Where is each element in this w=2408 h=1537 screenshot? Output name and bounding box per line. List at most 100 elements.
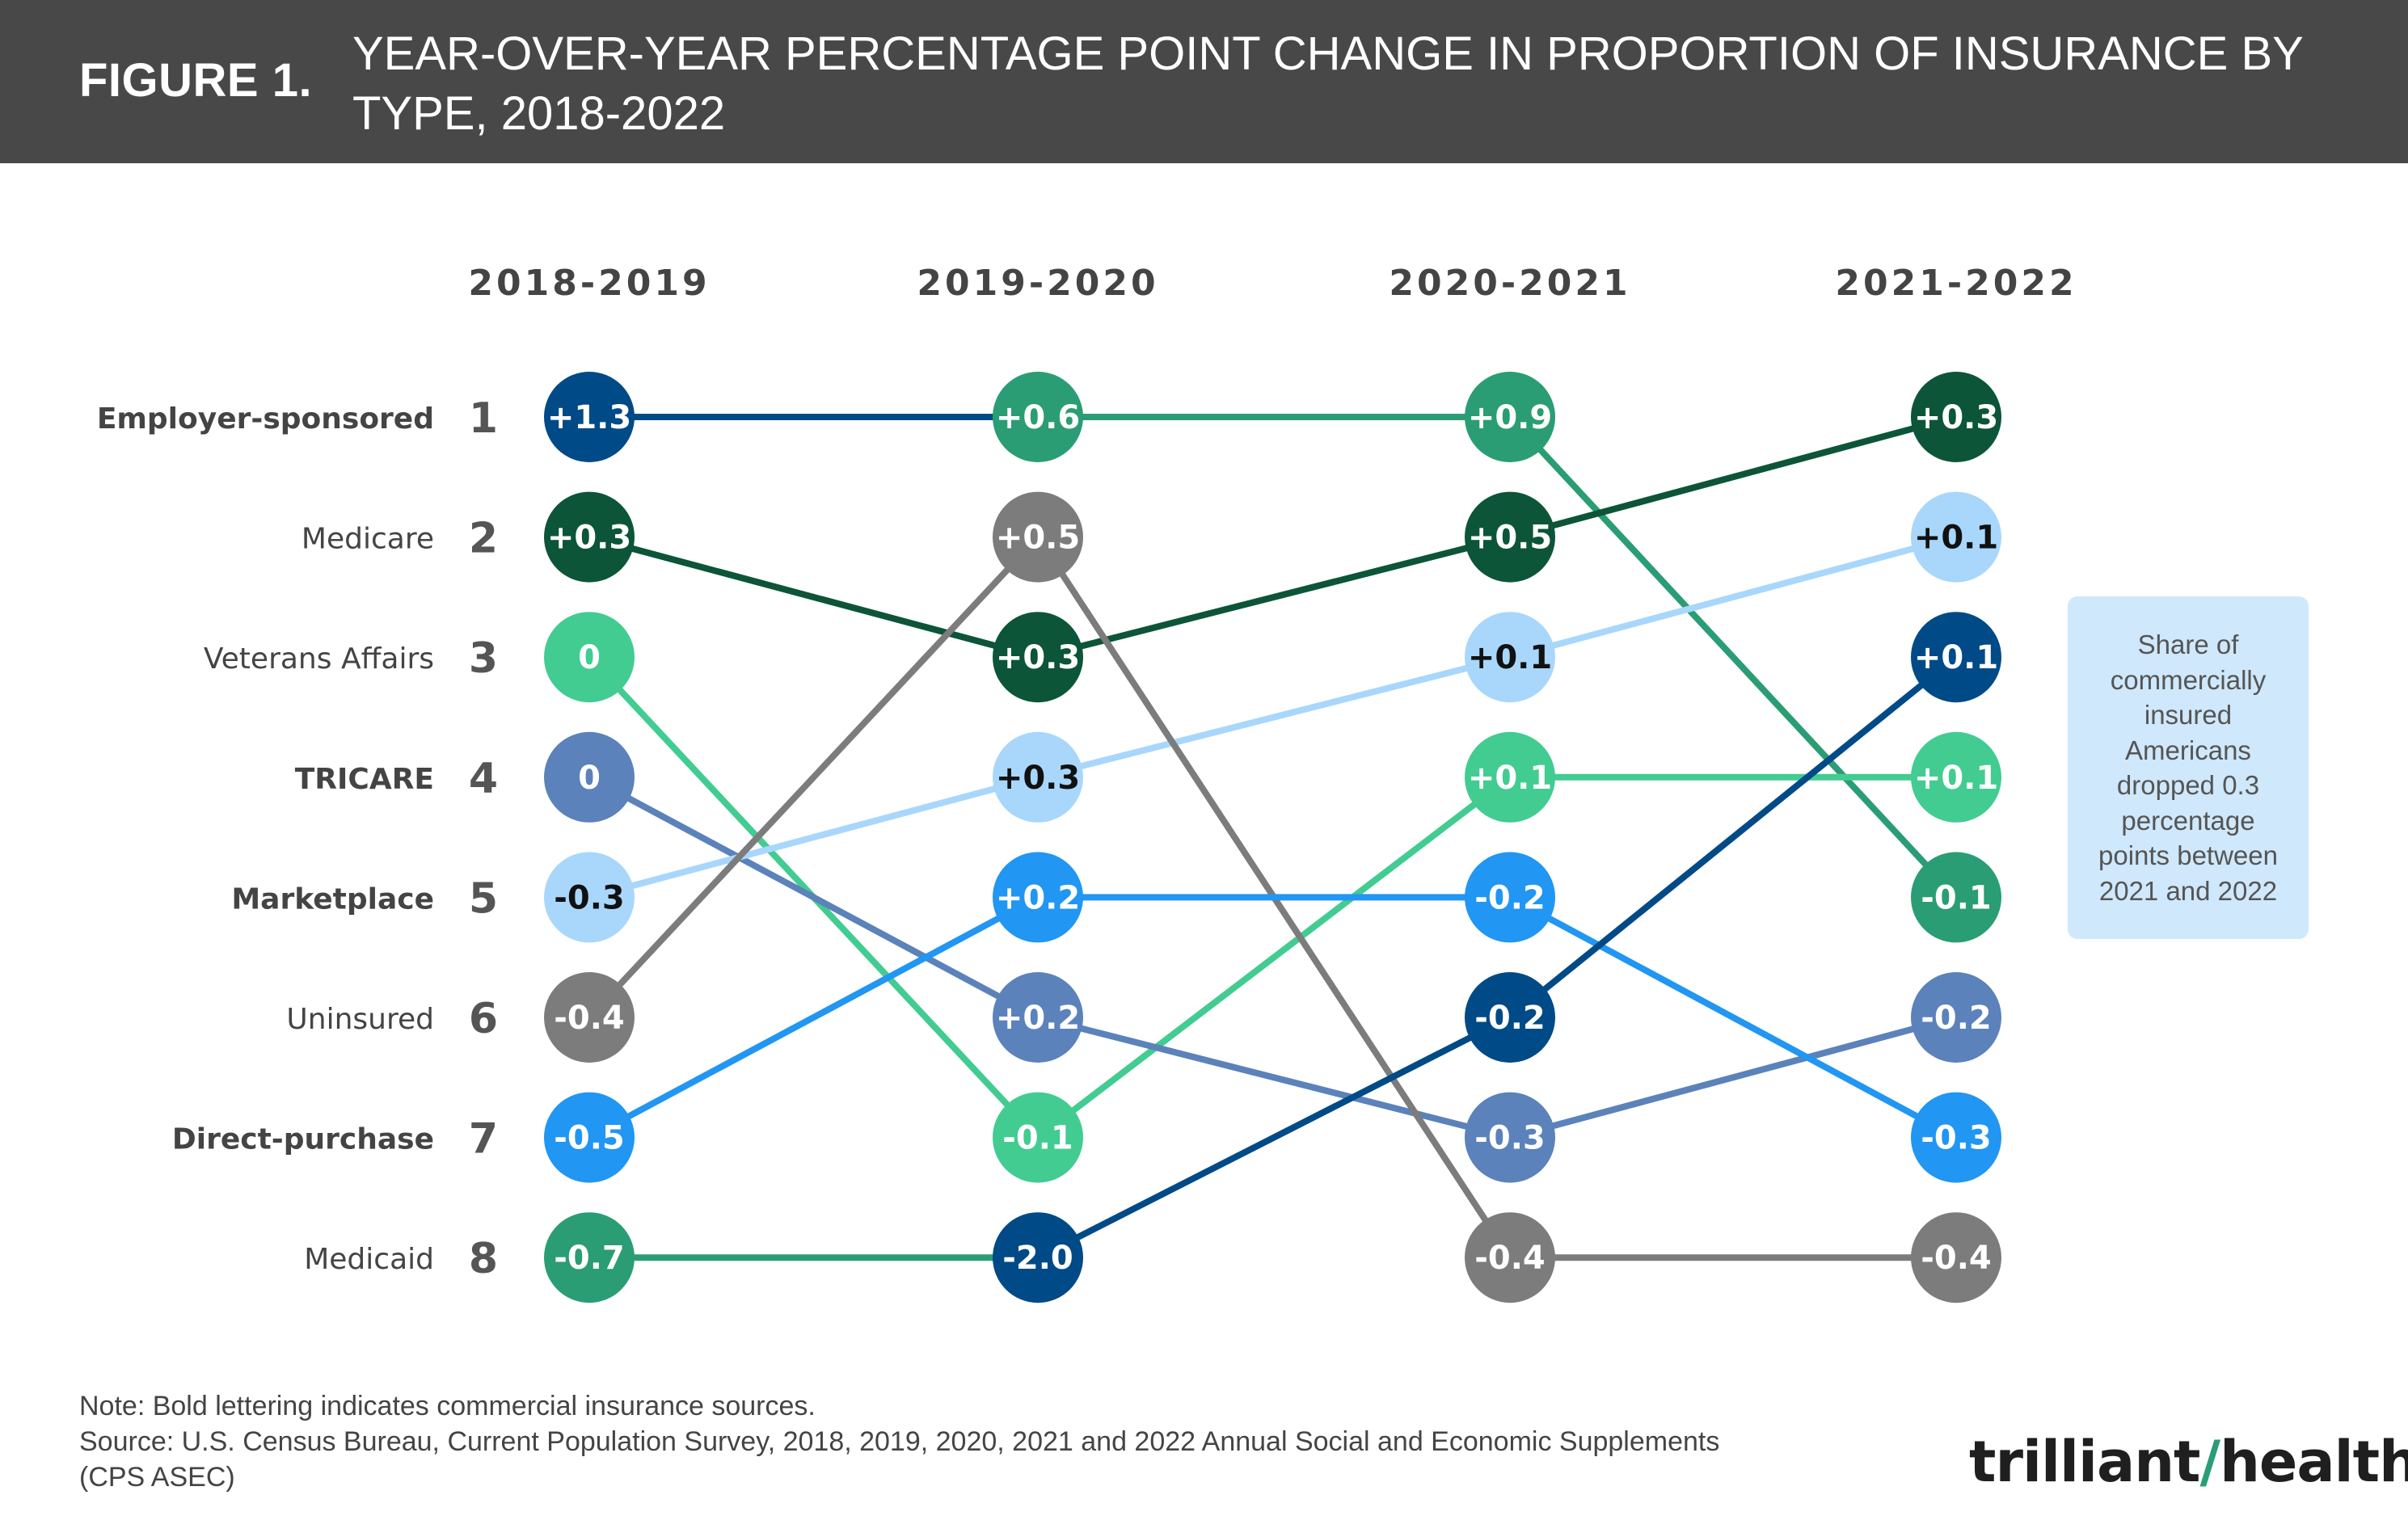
data-point — [1911, 731, 2001, 823]
data-label: +0.5 — [996, 520, 1080, 557]
data-point — [1911, 1092, 2001, 1183]
series-line-segment — [1507, 1014, 1959, 1141]
data-point — [544, 852, 635, 943]
data-point — [1465, 852, 1555, 943]
rank-number: 8 — [469, 1235, 498, 1283]
rank-number: 2 — [469, 515, 498, 563]
series-line-segment — [1507, 533, 1959, 661]
data-label: +0.2 — [996, 1000, 1080, 1037]
data-point — [1465, 372, 1555, 462]
data-label: -0.2 — [1474, 879, 1545, 916]
row-label: TRICARE — [295, 763, 434, 796]
data-point — [993, 1212, 1083, 1303]
row-label: Direct-purchase — [172, 1123, 434, 1156]
data-point — [544, 1212, 635, 1303]
data-point — [1911, 1212, 2001, 1303]
column-header-2018-2019: 2018-2019 — [468, 263, 710, 304]
data-label: +0.1 — [1468, 639, 1552, 676]
data-point — [544, 731, 635, 823]
logo-slash-mark: / — [2199, 1429, 2221, 1495]
data-label: -0.1 — [1921, 879, 1991, 916]
column-header-2020-2021: 2020-2021 — [1389, 263, 1630, 304]
data-label: +0.3 — [996, 639, 1080, 676]
row-label: Employer-sponsored — [97, 402, 434, 436]
row-label: Uninsured — [286, 1003, 434, 1036]
row-label: Veterans Affairs — [204, 642, 434, 676]
data-label: -0.1 — [1002, 1120, 1073, 1157]
data-point — [993, 372, 1083, 462]
data-label: +0.9 — [1468, 399, 1552, 436]
data-point — [1465, 491, 1555, 583]
rank-number: 5 — [469, 874, 498, 923]
rank-number: 1 — [469, 394, 498, 443]
series-line-segment — [586, 533, 1041, 661]
series-line-segment — [1035, 1014, 1513, 1141]
data-label: +0.3 — [1914, 399, 1998, 436]
data-label: 0 — [578, 760, 601, 797]
data-label: -0.3 — [554, 879, 624, 916]
data-point — [544, 972, 635, 1063]
data-point — [993, 972, 1083, 1063]
data-point — [544, 1092, 635, 1183]
data-label: -0.3 — [1474, 1120, 1545, 1157]
data-label: -0.7 — [554, 1240, 624, 1277]
data-label: -0.3 — [1921, 1120, 1991, 1157]
data-point — [1911, 972, 2001, 1063]
footer-notes: Note: Bold lettering indicates commercia… — [79, 1388, 1719, 1495]
row-label: Medicaid — [304, 1243, 434, 1276]
callout-line: 2021 and 2022 — [2098, 875, 2278, 906]
callout-line: commercially — [2110, 664, 2267, 695]
series-line-segment — [1035, 1014, 1513, 1261]
data-label: +0.3 — [996, 760, 1080, 797]
data-point — [1465, 1092, 1555, 1183]
callout-line: dropped 0.3 — [2116, 770, 2260, 800]
data-point — [544, 491, 635, 583]
data-label: +0.5 — [1468, 520, 1552, 557]
data-point — [1465, 1212, 1555, 1303]
data-label: -0.4 — [1921, 1240, 1991, 1277]
series-line-segment — [1507, 894, 1959, 1141]
data-point — [1465, 612, 1555, 703]
bump-chart: 2018-2019 2019-2020 2020-2021 2021-2022 Emp… — [97, 263, 2077, 1303]
callout-line: insured — [2144, 700, 2233, 730]
callout-line: points between — [2098, 840, 2278, 870]
column-headers: 2018-2019 2019-2020 2020-2021 2021-2022 — [468, 263, 2077, 304]
series-line-segment — [1507, 654, 1959, 1021]
data-label: +0.1 — [1468, 760, 1552, 797]
series-line-segment — [1507, 414, 1959, 541]
data-label: +1.3 — [547, 399, 631, 436]
data-label: -0.5 — [554, 1120, 624, 1157]
rank-labels: 1 2 3 4 5 6 7 8 — [469, 394, 498, 1283]
data-point — [993, 731, 1083, 823]
data-point — [544, 612, 635, 703]
rank-number: 3 — [469, 634, 498, 683]
data-label: -2.0 — [1002, 1240, 1073, 1277]
data-point — [993, 612, 1083, 703]
data-point — [544, 372, 635, 462]
callout-line: Americans — [2125, 735, 2251, 765]
rank-number: 7 — [469, 1115, 498, 1164]
source-text-line2: (CPS ASEC) — [79, 1462, 235, 1493]
series-line-segment — [1035, 654, 1513, 781]
rank-number: 6 — [469, 995, 498, 1043]
callout-line: Share of — [2137, 630, 2239, 659]
row-label: Medicare — [302, 523, 434, 556]
data-point — [1465, 731, 1555, 823]
data-label: +0.2 — [996, 879, 1080, 916]
series-nodes: +1.3 +0.6 +0.9 -0.1 +0.3 +0.3 +0.5 +0.3 0 -0.1 +0.… — [544, 372, 2001, 1303]
data-point — [993, 852, 1083, 943]
data-label: +0.6 — [996, 399, 1080, 436]
figure-label: FIGURE 1. — [79, 54, 313, 107]
series-line-segment — [586, 533, 1041, 1021]
data-point — [993, 491, 1083, 583]
source-text-line1: Source: U.S. Census Bureau, Current Popu… — [79, 1426, 1720, 1457]
series-line-segment — [1035, 773, 1513, 1141]
row-label: Marketplace — [231, 882, 434, 916]
column-header-2021-2022: 2021-2022 — [1835, 263, 2077, 304]
rank-number: 4 — [469, 755, 498, 803]
data-point — [1911, 372, 2001, 462]
data-label: +0.1 — [1914, 760, 1998, 797]
figure-title: YEAR-OVER-YEAR PERCENTAGE POINT CHANGE I… — [352, 27, 2303, 140]
callout-box: Share of commercially insured Americans drop… — [2068, 596, 2309, 939]
data-point — [1911, 612, 2001, 703]
